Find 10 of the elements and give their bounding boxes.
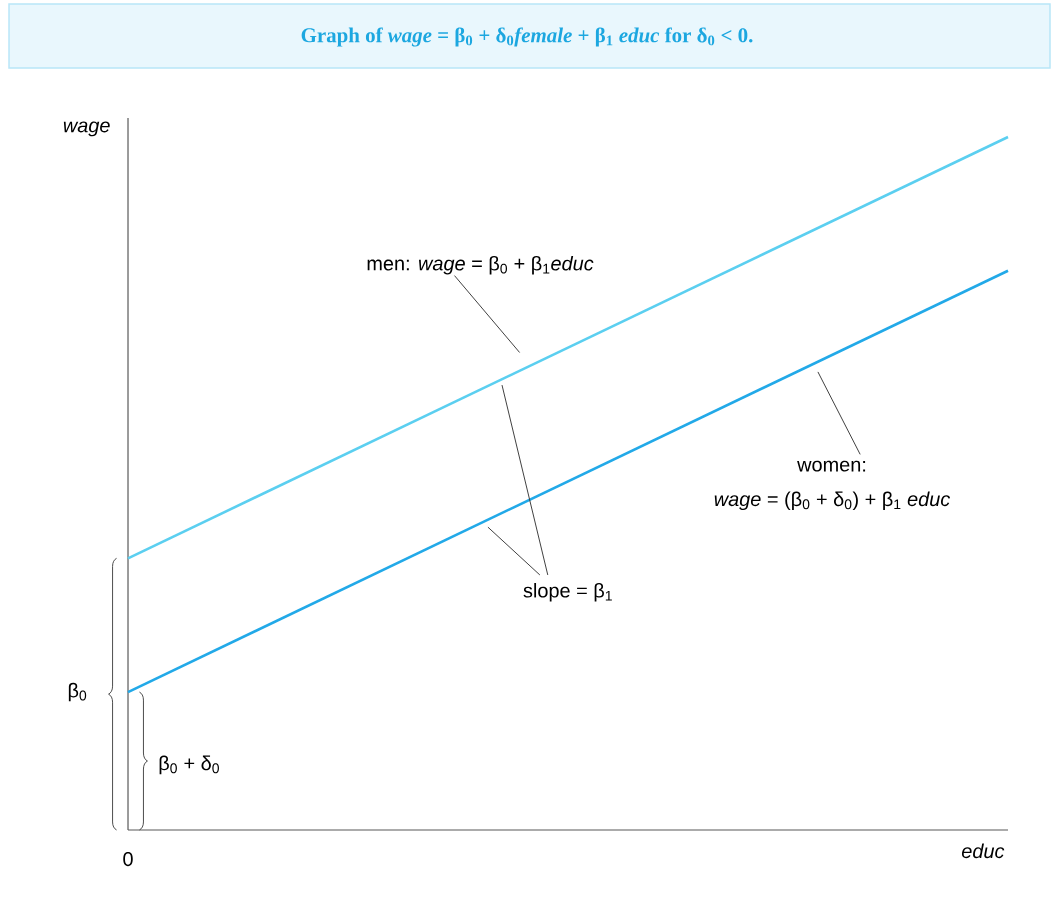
annotation: wage = (β$_{0}$ + δ$_{0}$) + β$_{1}$ educ <box>714 491 951 511</box>
x-axis-title: educ <box>961 843 1005 859</box>
annotation: slope = β$_{1}$ <box>523 583 612 602</box>
annotation: β$_{0}$ + δ$_{0}$ <box>159 755 219 775</box>
chart-title: Graph of wage = β$_{0}$ + δ$_{0}$female + β$_{1}$ educ for δ$_{0}$ < 0. <box>301 27 753 47</box>
text: 0 <box>123 852 133 867</box>
annotation: women: <box>797 460 866 472</box>
y-axis-title: wage <box>63 121 110 137</box>
annotation: men: wage = β$_{0}$ + β$_{1}$educ <box>367 255 594 275</box>
annotation: β$_{0}$ <box>68 682 87 702</box>
